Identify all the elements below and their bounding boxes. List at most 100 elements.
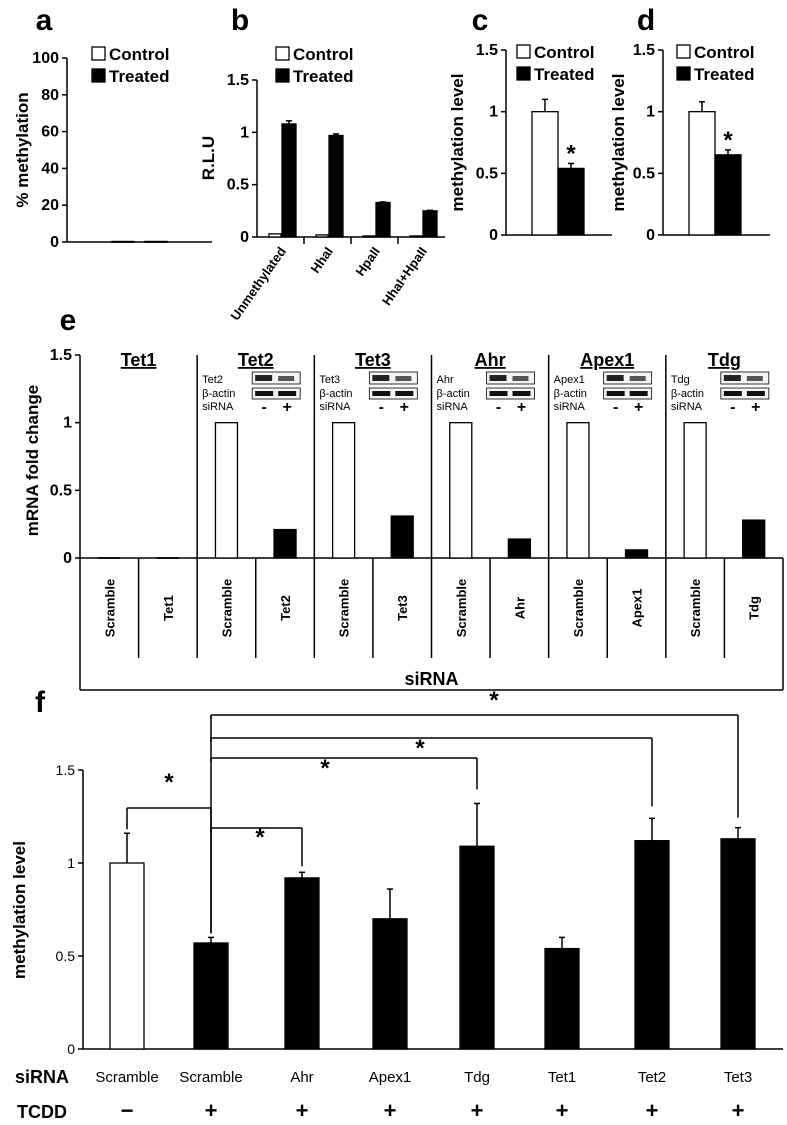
panel-d-y-title: methylation level <box>609 74 628 212</box>
panel-b-bar-control <box>268 233 282 238</box>
panel-f-tcdd-sign: + <box>471 1098 484 1123</box>
panel-e-bar <box>331 422 356 559</box>
panel-e-blot-band <box>372 375 390 381</box>
panel-letter-f: f <box>35 686 46 719</box>
panel-f-y-tick-label: 1.5 <box>56 762 76 778</box>
panel-f-category-label: Tdg <box>464 1069 490 1086</box>
panel-f-category-label: Scramble <box>95 1069 158 1086</box>
panel-e-blot-sign: + <box>282 399 291 416</box>
panel-e-y-title: mRNA fold change <box>23 385 42 536</box>
panel-f-tcdd-sign: + <box>556 1098 569 1123</box>
panel-f-y-title: methylation level <box>10 841 29 979</box>
panel-a-legend-label-1: Treated <box>109 67 169 86</box>
panel-f-tcdd-sign: + <box>646 1098 659 1123</box>
panel-b-category-label: HhaI+HpaII <box>379 244 430 308</box>
panel-f-tcdd-sign: + <box>732 1098 745 1123</box>
panel-c-y-tick-label: 1.5 <box>476 42 498 59</box>
panel-e-blot-actin-band-frame <box>368 387 418 400</box>
panel-f-tcdd-sign: − <box>121 1098 134 1123</box>
panel-c-bar-control <box>531 111 559 236</box>
panel-e-blot-label: siRNA <box>554 401 586 413</box>
panel-e-blot-band <box>395 376 412 381</box>
panel-f-tcdd-sign: + <box>205 1098 218 1123</box>
panel-e-blot-band <box>629 376 646 381</box>
panel-e-category-label: Tet2 <box>278 595 293 621</box>
panel-a-y-tick-label: 100 <box>32 50 59 67</box>
panel-f-category-label: Scramble <box>179 1069 242 1086</box>
panel-e-category-label: Tet1 <box>161 595 176 621</box>
panel-b-y-tick-label: 0 <box>240 229 249 246</box>
panel-f-row-label-sirna: siRNA <box>15 1067 69 1087</box>
panel-e-category-label: Scramble <box>571 579 586 638</box>
panel-a-y-tick-label: 40 <box>41 160 59 177</box>
panel-e-blot-sign: - <box>496 399 501 416</box>
panel-d-bar-treated <box>714 154 742 236</box>
panel-e-blot-sign: - <box>262 399 267 416</box>
panel-f-bar <box>193 942 229 1050</box>
panel-d-y-tick-label: 1 <box>646 104 655 121</box>
panel-a-legend-swatch-0 <box>91 46 106 61</box>
panel-e-category-label: Scramble <box>337 579 352 638</box>
panel-a-legend-label-0: Control <box>109 45 169 64</box>
panel-e-blot-actin-band-frame <box>720 387 770 400</box>
panel-e-blot-sign: + <box>634 399 643 416</box>
panel-f-y-tick-label: 0 <box>67 1041 75 1057</box>
panel-letter-b: b <box>231 4 249 37</box>
panel-letter-d: d <box>637 4 655 37</box>
panel-c-legend-swatch-1 <box>516 66 531 81</box>
panel-e-category-label: Tdg <box>747 596 762 620</box>
panel-b-bar-control <box>409 235 423 238</box>
panel-letter-c: c <box>472 4 489 37</box>
panel-f-bar <box>459 845 495 1050</box>
panel-e-blot-band <box>723 391 742 396</box>
panel-e-category-label: Scramble <box>102 579 117 638</box>
panel-e-blot-label: siRNA <box>671 401 703 413</box>
panel-b-category-label: Unmethylated <box>227 244 289 323</box>
panel-a-bar-control <box>111 240 135 243</box>
panel-e-blot-band <box>746 391 765 396</box>
panel-c-y-tick-label: 0.5 <box>476 165 498 182</box>
panel-e-bar <box>507 538 532 559</box>
panel-e-blot-band <box>278 391 297 396</box>
panel-f-significance: * <box>415 735 425 762</box>
panel-e-blot-sign: + <box>751 399 760 416</box>
panel-a-legend-swatch-1 <box>91 68 106 83</box>
panel-f-category-label: Tet1 <box>548 1069 576 1086</box>
panel-a-y-tick-label: 80 <box>41 87 59 104</box>
panel-e-blot-band <box>489 375 507 381</box>
panel-b-legend-swatch-0 <box>275 46 290 61</box>
panel-e-blot-actin-band-frame <box>603 387 653 400</box>
panel-e-blot-band <box>255 391 274 396</box>
panel-e-blot-sign: + <box>400 399 409 416</box>
panel-e-blot-band <box>489 391 508 396</box>
panel-d-legend-label-1: Treated <box>694 65 754 84</box>
panel-b-bar-control <box>315 234 329 238</box>
panel-c-y-tick-label: 0 <box>489 227 498 244</box>
panel-f-category-label: Tet3 <box>724 1069 752 1086</box>
panel-letter-a: a <box>36 4 53 37</box>
panel-a-y-tick-label: 20 <box>41 197 59 214</box>
panel-e-blot-actin-band-frame <box>486 387 535 400</box>
panel-d-legend-label-0: Control <box>694 43 754 62</box>
panel-e-bar <box>624 549 649 559</box>
panel-e-blot-label: β-actin <box>202 388 235 400</box>
panel-e-blot-band <box>278 376 295 381</box>
panel-letter-e: e <box>60 304 77 337</box>
panel-f-significance: * <box>164 769 174 796</box>
panel-b-legend-label-0: Control <box>293 45 353 64</box>
panel-e-category-label: Tet3 <box>395 595 410 621</box>
panel-e-blot-band <box>255 375 273 381</box>
panel-e-bar <box>214 422 239 559</box>
panel-f-tcdd-sign: + <box>296 1098 309 1123</box>
panel-e-blot-label: Ahr <box>437 374 454 386</box>
panel-e-blot-label: Tet2 <box>202 374 223 386</box>
panel-e-blot-label: β-actin <box>437 388 470 400</box>
panel-f-category-label: Apex1 <box>369 1069 412 1086</box>
panel-e-blot-label: siRNA <box>202 401 234 413</box>
panel-a-y-tick-label: 60 <box>41 124 59 141</box>
panel-e-blot-label: siRNA <box>319 401 351 413</box>
panel-e-category-label: Scramble <box>219 579 234 638</box>
panel-e-blot-label: β-actin <box>554 388 587 400</box>
panel-c-legend-label-0: Control <box>534 43 594 62</box>
